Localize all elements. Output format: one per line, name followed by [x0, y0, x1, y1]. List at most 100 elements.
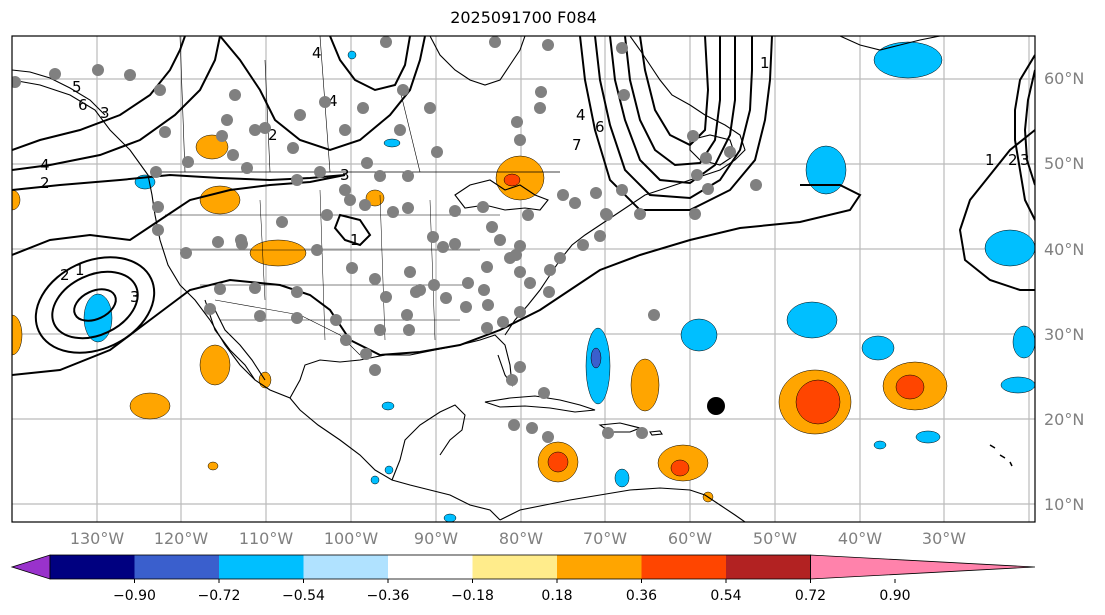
colorbar-tick-label: −0.36 [367, 588, 410, 604]
station-marker [428, 279, 440, 291]
station-marker [124, 69, 136, 81]
colorbar-segment [388, 555, 473, 579]
station-marker [152, 224, 164, 236]
lon-label-50w: 50°W [753, 529, 797, 548]
anomaly-blob [915, 430, 941, 444]
colorbar-segment [472, 555, 557, 579]
anomaly-blob [1000, 376, 1035, 394]
contour-label: 1 [75, 261, 85, 279]
station-marker [330, 314, 342, 326]
colorbar-tick-label: 0.18 [541, 588, 572, 604]
station-marker [514, 240, 526, 252]
station-marker [414, 284, 426, 296]
station-marker [291, 312, 303, 324]
anomaly-blob [207, 461, 219, 471]
anomaly-blob [129, 392, 171, 420]
station-marker [427, 231, 439, 243]
longitude-axis: 130°W 120°W 110°W 100°W 90°W 80°W 70°W 6… [70, 529, 966, 548]
anomaly-blob [861, 335, 895, 361]
station-marker [543, 286, 555, 298]
station-marker [360, 348, 372, 360]
contour-label: 3 [130, 288, 140, 306]
station-marker [440, 292, 452, 304]
station-marker [636, 427, 648, 439]
colorbar-segment [134, 555, 219, 579]
station-marker [514, 306, 526, 318]
station-marker [481, 261, 493, 273]
station-marker [291, 174, 303, 186]
contour-label: 4 [576, 106, 586, 124]
station-marker [481, 322, 493, 334]
colorbar-segment [303, 555, 388, 579]
station-marker [339, 124, 351, 136]
station-marker [229, 89, 241, 101]
station-marker [387, 206, 399, 218]
lon-label-40w: 40°W [838, 529, 882, 548]
contour-label: 1 [350, 231, 360, 249]
anomaly-blob [984, 229, 1035, 267]
lat-label-30n: 30°N [1044, 325, 1084, 344]
station-marker [514, 134, 526, 146]
station-marker [319, 96, 331, 108]
station-marker [276, 216, 288, 228]
station-marker [648, 309, 660, 321]
lat-label-60n: 60°N [1044, 69, 1084, 88]
contour-label: 6 [595, 118, 605, 136]
station-marker [544, 264, 556, 276]
station-marker [154, 84, 166, 96]
contour-label: 2 [1008, 151, 1018, 169]
station-marker [361, 157, 373, 169]
lat-label-10n: 10°N [1044, 495, 1084, 514]
station-marker [359, 199, 371, 211]
station-marker [321, 209, 333, 221]
contour-label: 7 [572, 136, 582, 154]
anomaly-blob [443, 513, 457, 522]
station-marker [212, 236, 224, 248]
anomaly-blob [347, 50, 357, 60]
station-marker [311, 244, 323, 256]
contour-label: 1 [760, 54, 770, 72]
station-marker [750, 179, 762, 191]
lon-label-90w: 90°W [414, 529, 458, 548]
station-marker [687, 130, 699, 142]
station-marker [460, 301, 472, 313]
station-marker [600, 208, 612, 220]
station-marker [497, 316, 509, 328]
station-marker [369, 364, 381, 376]
station-marker [702, 183, 714, 195]
colorbar-extend-max [810, 554, 1036, 580]
anomaly-blob [873, 41, 943, 79]
station-marker [294, 109, 306, 121]
anomaly-blob [670, 459, 690, 477]
latitude-axis: 60°N 50°N 40°N 30°N 20°N 10°N [1044, 69, 1084, 514]
station-marker [477, 201, 489, 213]
lon-label-130w: 130°W [70, 529, 125, 548]
station-marker [437, 241, 449, 253]
contour-lines [12, 36, 1035, 376]
anomaly-blob [1012, 325, 1035, 359]
station-marker [249, 124, 261, 136]
anomaly-blob [383, 138, 401, 148]
station-marker [369, 273, 381, 285]
anomaly-blob [614, 468, 630, 488]
anomaly-blob [895, 374, 925, 400]
station-marker [380, 36, 392, 48]
station-marker [344, 194, 356, 206]
anomaly-blob [12, 314, 23, 356]
colorbar-outline [49, 554, 811, 580]
station-marker [221, 114, 233, 126]
station-marker [216, 130, 228, 142]
map-background [12, 36, 1035, 522]
station-marker [542, 431, 554, 443]
lon-label-60w: 60°W [668, 529, 712, 548]
anomaly-shading [12, 41, 1035, 522]
contour-label: 4 [40, 156, 50, 174]
contour-label: 3 [1020, 151, 1030, 169]
station-marker [152, 201, 164, 213]
station-marker [291, 286, 303, 298]
station-marker [404, 266, 416, 278]
station-marker [340, 334, 352, 346]
lon-label-120w: 120°W [154, 529, 209, 548]
station-marker [524, 277, 536, 289]
station-marker [49, 68, 61, 80]
